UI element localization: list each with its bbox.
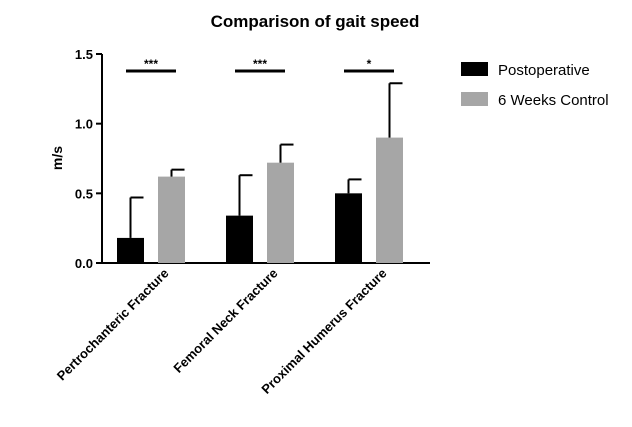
y-axis-title: m/s: [49, 146, 65, 170]
y-tick-label: 1.5: [75, 47, 93, 62]
legend-label: 6 Weeks Control: [498, 92, 609, 109]
bar: [158, 176, 185, 263]
y-tick-label: 0.0: [75, 256, 93, 271]
legend: Postoperative 6 Weeks Control: [461, 62, 609, 109]
chart-title: Comparison of gait speed: [211, 12, 420, 31]
significance-marker: *: [367, 57, 372, 71]
legend-swatch: [461, 62, 488, 76]
bar: [267, 162, 294, 263]
x-category-label: Femoral Neck Fracture: [170, 266, 280, 376]
bar: [376, 137, 403, 263]
x-category-label: Proximal Humerus Fracture: [258, 266, 389, 397]
bar: [226, 215, 253, 263]
bar: [117, 237, 144, 263]
significance-marker: ***: [253, 57, 267, 71]
y-tick-label: 0.5: [75, 186, 93, 201]
legend-label: Postoperative: [498, 62, 590, 79]
significance-marker: ***: [144, 57, 158, 71]
y-tick-label: 1.0: [75, 117, 93, 132]
x-category-label: Pertrochanteric Fracture: [54, 266, 172, 384]
legend-swatch: [461, 92, 488, 106]
bar: [335, 193, 362, 263]
axes: 0.0 0.5 1.0 1.5: [75, 47, 430, 271]
bars: *** *** *: [117, 57, 403, 263]
